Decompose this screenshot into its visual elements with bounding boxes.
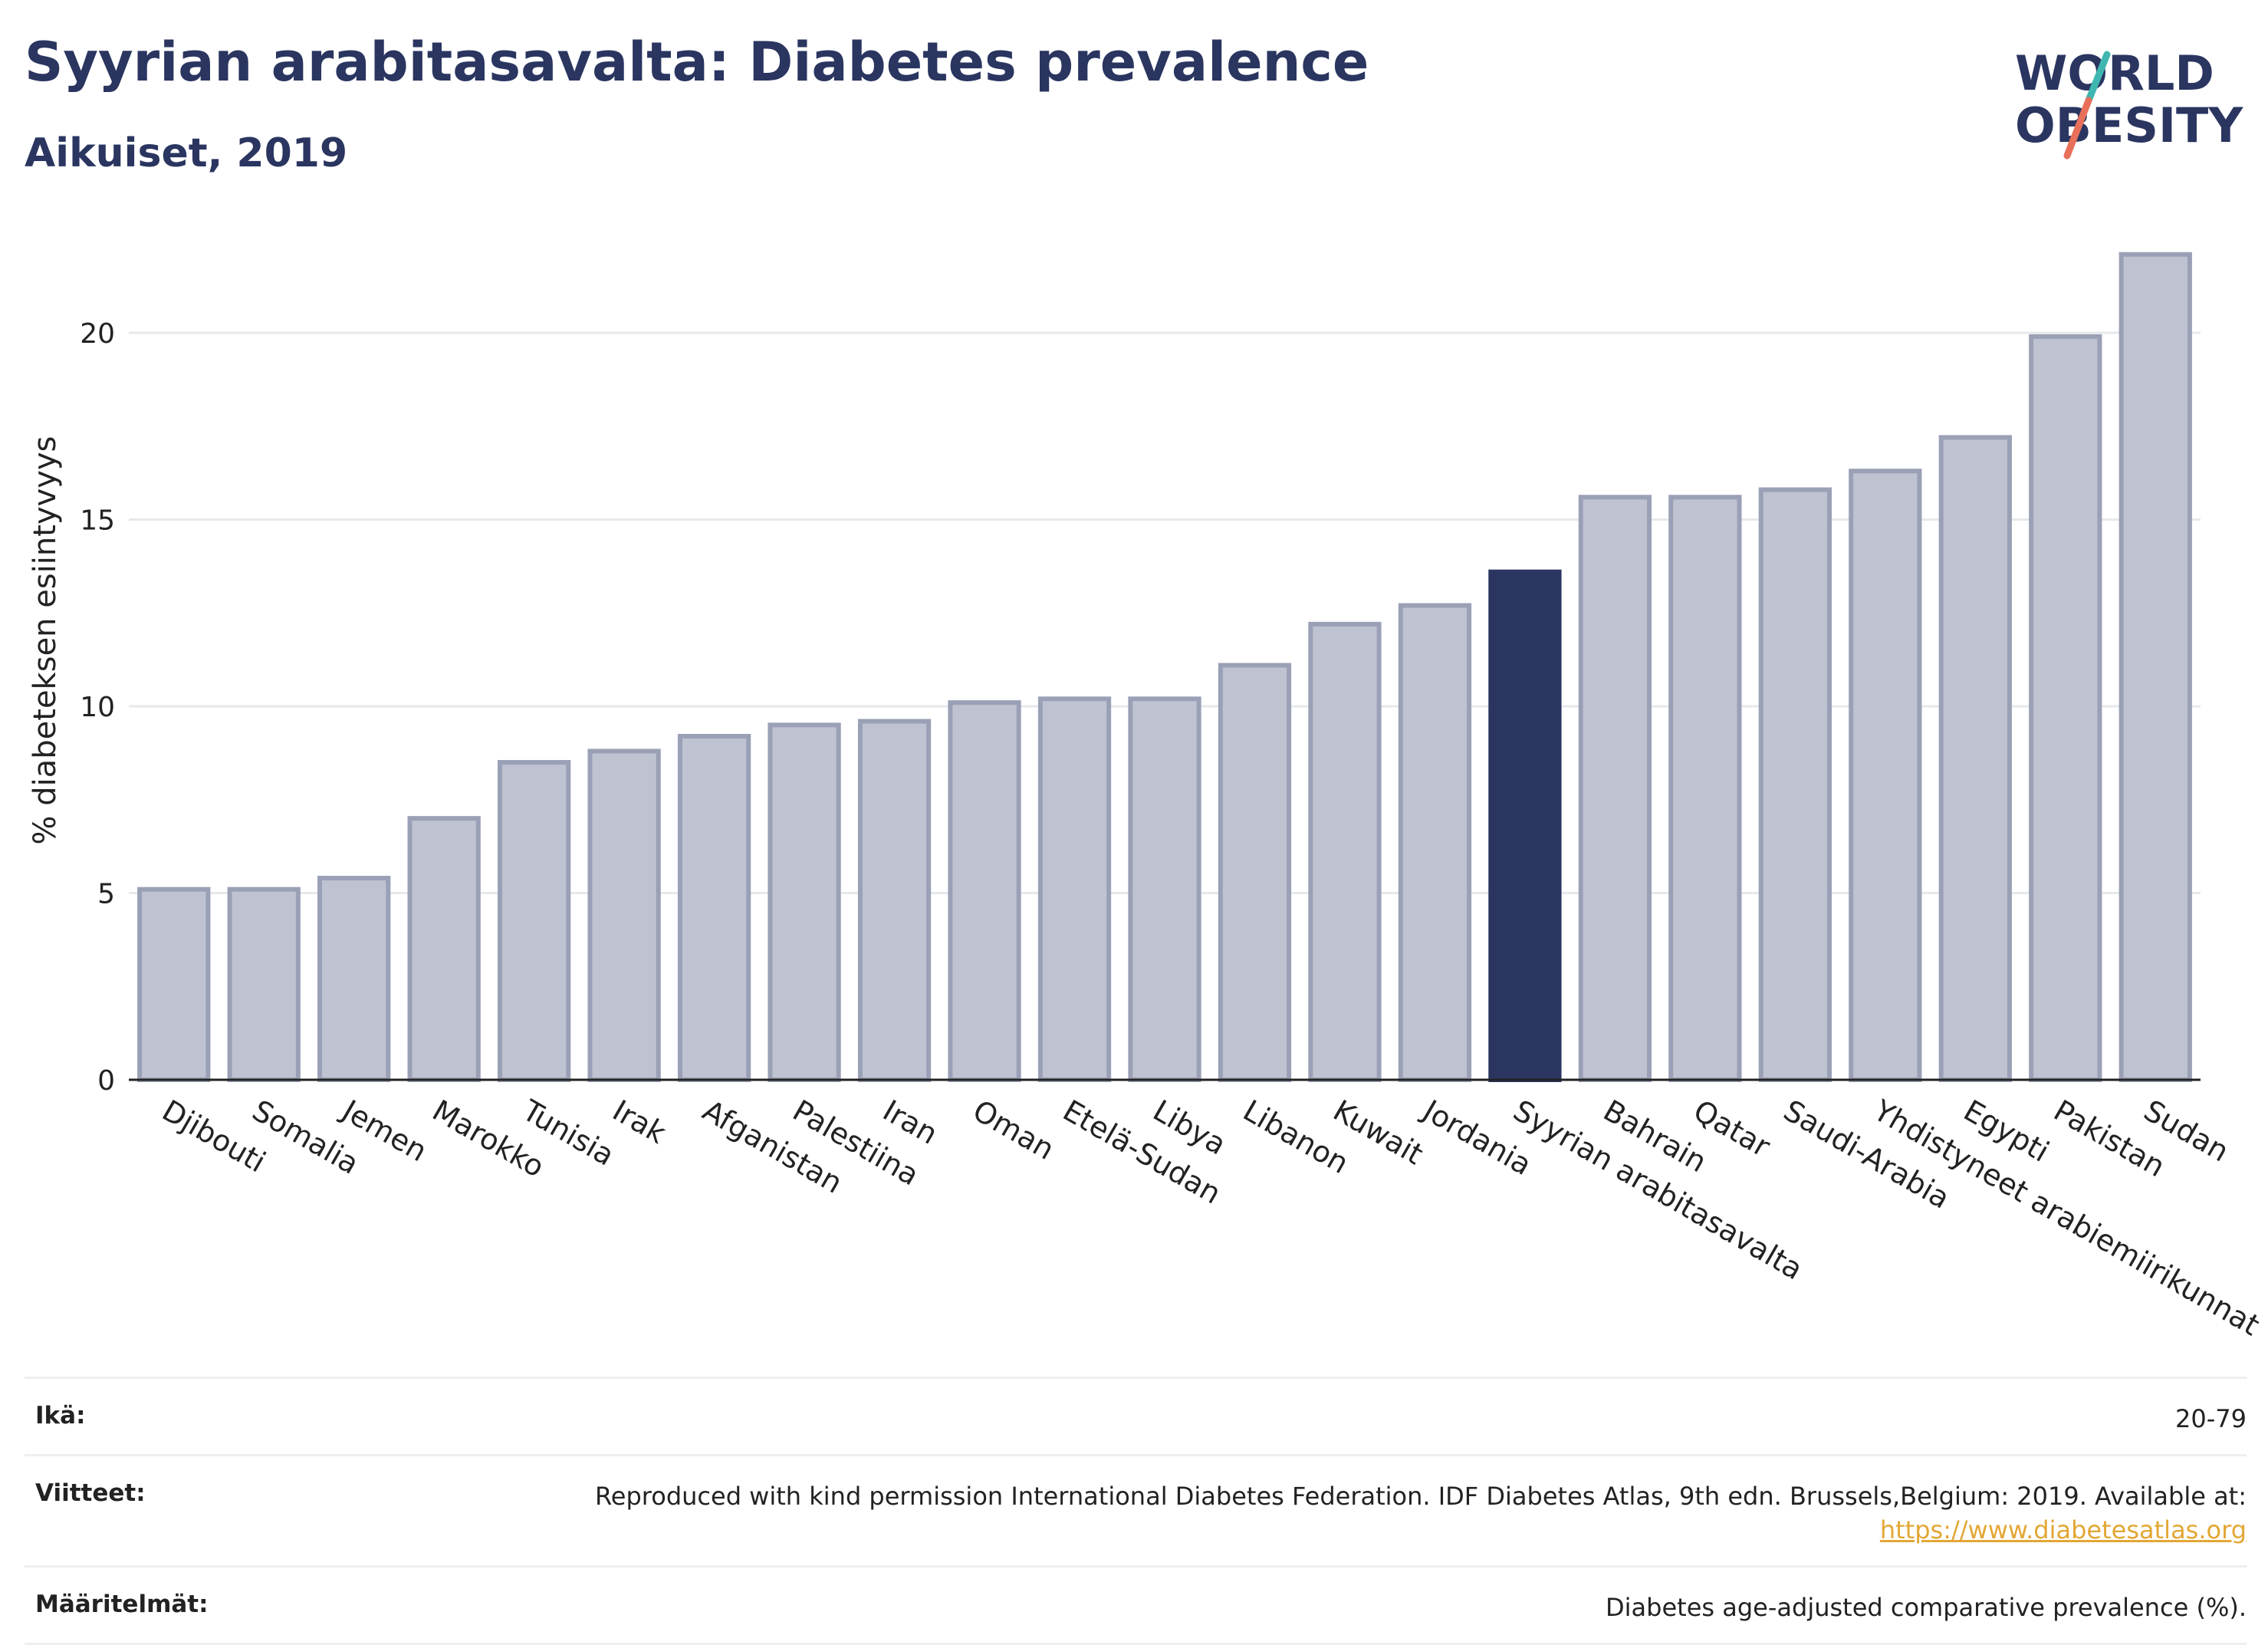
bar[interactable] [2118, 252, 2192, 1083]
logo-text-world: WORLD [2015, 45, 2214, 101]
age-label: Ikä: [35, 1402, 86, 1430]
info-row-references: Viitteet: Reproduced with kind permissio… [25, 1454, 2247, 1565]
bar[interactable] [227, 887, 301, 1082]
y-tick-label: 20 [80, 318, 115, 350]
bar[interactable] [1849, 469, 1922, 1082]
bar[interactable] [948, 700, 1021, 1082]
chart-subtitle: Aikuiset, 2019 [25, 130, 348, 176]
info-table: Ikä: 20-79 Viitteet: Reproduced with kin… [25, 1377, 2247, 1645]
info-row-age: Ikä: 20-79 [25, 1377, 2247, 1454]
bar[interactable] [1037, 696, 1112, 1082]
bar[interactable] [1398, 603, 1472, 1082]
references-label: Viitteet: [35, 1479, 146, 1507]
bar[interactable] [857, 719, 932, 1082]
bar[interactable] [1308, 621, 1382, 1082]
y-tick-label: 15 [80, 505, 115, 537]
bar[interactable] [587, 748, 661, 1082]
bar-chart: 0 5 10 15 20 DjiboutiSomaliaJemenMarokkoTuni… [28, 252, 2265, 1343]
bar[interactable] [1488, 569, 1562, 1082]
bar[interactable] [407, 816, 481, 1082]
y-tick-label: 5 [97, 879, 115, 910]
bar[interactable] [137, 887, 211, 1082]
bar[interactable] [677, 733, 751, 1083]
x-tick-label: Djibouti [156, 1094, 271, 1179]
references-text: Reproduced with kind permission Internat… [594, 1482, 2247, 1511]
world-obesity-logo: WORLD OBESITY [2015, 45, 2243, 160]
y-ticks: 0 5 10 15 20 [80, 318, 115, 1097]
logo-slash-teal [2085, 51, 2111, 104]
info-row-definitions: Määritelmät: Diabetes age-adjusted compa… [25, 1565, 2247, 1645]
y-tick-label: 0 [97, 1065, 115, 1097]
logo-slash-coral [2063, 97, 2092, 160]
bars [137, 252, 2192, 1083]
bar[interactable] [768, 722, 841, 1082]
bar[interactable] [2029, 334, 2102, 1082]
x-tick-label: Oman [968, 1094, 1060, 1166]
definitions-label: Määritelmät: [35, 1591, 209, 1618]
bar[interactable] [1938, 435, 2012, 1082]
age-value: 20-79 [2175, 1404, 2247, 1433]
bar[interactable] [498, 760, 571, 1082]
y-axis-label: % diabeteksen esiintyvyys [28, 436, 63, 845]
definitions-value: Diabetes age-adjusted comparative preval… [1606, 1593, 2247, 1622]
references-link[interactable]: https://www.diabetesatlas.org [1879, 1515, 2247, 1545]
y-tick-label: 10 [80, 692, 115, 723]
bar[interactable] [1758, 487, 1832, 1082]
bar[interactable] [1218, 663, 1292, 1082]
references-value: Reproduced with kind permission Internat… [25, 1456, 2247, 1565]
bar[interactable] [317, 876, 391, 1083]
bar[interactable] [1668, 495, 1742, 1082]
bar[interactable] [1578, 495, 1652, 1082]
bar[interactable] [1128, 696, 1201, 1082]
chart-title: Syyrian arabitasavalta: Diabetes prevale… [25, 31, 1369, 94]
logo-text-obesity: OBESITY [2015, 97, 2243, 153]
